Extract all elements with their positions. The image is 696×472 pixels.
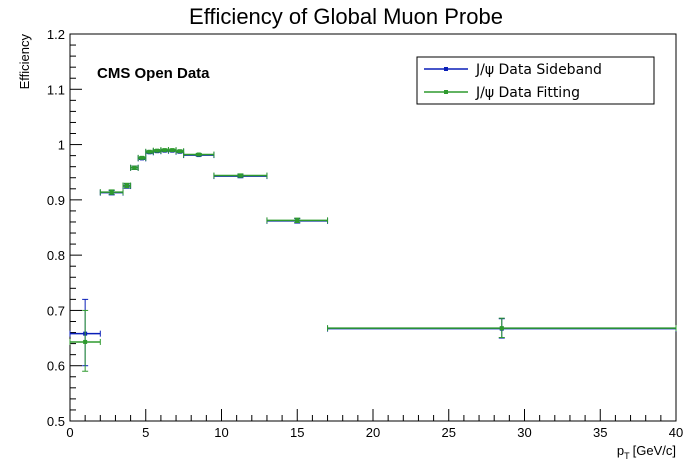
y-tick-label: 0.6 <box>47 359 65 374</box>
data-point <box>137 154 147 161</box>
data-point <box>213 172 268 179</box>
chart-title: Efficiency of Global Muon Probe <box>189 4 503 29</box>
data-point <box>175 148 185 155</box>
data-point <box>69 309 101 372</box>
series-fitting <box>69 147 677 372</box>
data-marker <box>170 148 175 153</box>
data-marker <box>132 165 137 170</box>
data-marker <box>177 149 182 154</box>
y-axis-label: Efficiency <box>17 34 32 90</box>
y-tick-label: 0.5 <box>47 414 65 429</box>
legend: J/ψ Data Sideband J/ψ Data Fitting <box>416 56 655 105</box>
x-axis-label-unit: [GeV/c] <box>633 443 676 458</box>
data-marker <box>155 148 160 153</box>
legend-entry: J/ψ Data Sideband <box>424 62 602 78</box>
y-tick-label: 0.8 <box>47 248 65 263</box>
data-marker <box>147 149 152 154</box>
x-tick-label: 20 <box>366 425 380 440</box>
data-point <box>122 182 132 189</box>
x-tick-label: 15 <box>290 425 304 440</box>
x-tick-label: 35 <box>593 425 607 440</box>
y-tick-label: 1.1 <box>47 82 65 97</box>
data-marker <box>109 190 114 195</box>
data-marker <box>124 183 129 188</box>
legend-label: J/ψ Data Fitting <box>475 85 580 101</box>
data-marker <box>196 152 201 157</box>
data-marker <box>139 155 144 160</box>
legend-label: J/ψ Data Sideband <box>475 62 602 78</box>
x-axis-label-main: p <box>617 443 624 458</box>
legend-marker <box>444 67 448 71</box>
data-marker <box>162 148 167 153</box>
x-tick-label: 10 <box>214 425 228 440</box>
y-tick-label: 1.2 <box>47 27 65 42</box>
cms-open-data-annotation: CMS Open Data <box>97 65 210 82</box>
x-tick-label: 30 <box>517 425 531 440</box>
x-axis-label-subscript: T <box>624 451 630 461</box>
x-tick-label: 40 <box>669 425 683 440</box>
legend-box <box>416 56 655 105</box>
x-axis-label: pT [GeV/c] <box>617 443 676 461</box>
x-tick-label: 5 <box>142 425 149 440</box>
data-point <box>266 217 329 224</box>
y-tick-label: 0.7 <box>47 303 65 318</box>
legend-entry: J/ψ Data Fitting <box>424 85 580 101</box>
axis-tick-labels: 0 5 10 15 20 25 30 35 40 0.5 0.6 0.7 0.8 0.9 1 1.1 1.2 <box>47 27 683 440</box>
data-marker <box>499 326 504 331</box>
data-point <box>327 317 677 339</box>
data-marker <box>238 173 243 178</box>
y-tick-label: 1 <box>58 138 65 153</box>
data-point <box>130 164 139 171</box>
data-point <box>99 189 124 196</box>
data-series <box>69 147 677 372</box>
data-point <box>183 151 215 158</box>
y-tick-label: 0.9 <box>47 193 65 208</box>
legend-marker <box>444 90 448 94</box>
data-marker <box>295 218 300 223</box>
x-tick-label: 25 <box>442 425 456 440</box>
data-marker <box>83 339 88 344</box>
data-point <box>167 147 177 154</box>
axis-ticks <box>69 33 677 422</box>
x-tick-label: 0 <box>66 425 73 440</box>
